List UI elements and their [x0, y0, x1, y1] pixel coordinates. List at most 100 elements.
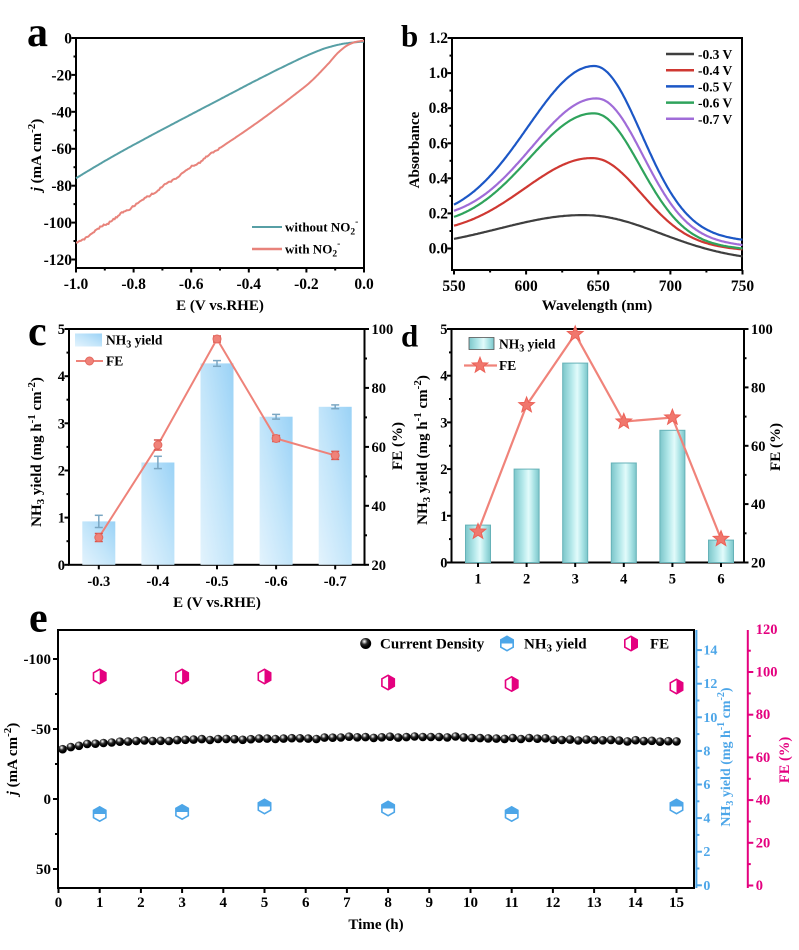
svg-text:-0.3 V: -0.3 V [698, 47, 733, 62]
svg-text:2: 2 [58, 464, 65, 480]
svg-text:c: c [28, 309, 47, 355]
svg-text:FE (%): FE (%) [768, 423, 784, 471]
svg-text:5: 5 [440, 322, 447, 338]
svg-text:Wavelength (nm): Wavelength (nm) [542, 298, 652, 314]
svg-text:40: 40 [751, 497, 766, 513]
svg-text:NH3 yield: NH3 yield [499, 337, 556, 355]
svg-text:0: 0 [64, 31, 72, 48]
svg-text:with NO2-: with NO2- [285, 240, 340, 260]
svg-text:-60: -60 [51, 141, 72, 158]
svg-text:4: 4 [620, 572, 627, 588]
svg-text:4: 4 [220, 895, 228, 911]
svg-text:FE (%): FE (%) [777, 737, 793, 783]
svg-text:0: 0 [44, 792, 52, 808]
svg-text:100: 100 [756, 665, 778, 681]
svg-text:-0.4 V: -0.4 V [698, 63, 733, 78]
svg-text:FE: FE [650, 637, 669, 653]
svg-text:600: 600 [514, 278, 538, 295]
svg-text:6: 6 [302, 895, 310, 911]
svg-text:2: 2 [703, 845, 710, 860]
svg-text:d: d [401, 319, 418, 354]
svg-text:j (mA cm-2): j (mA cm-2) [26, 119, 45, 194]
svg-text:14: 14 [628, 895, 644, 911]
svg-text:FE: FE [499, 358, 516, 373]
svg-text:60: 60 [372, 440, 387, 456]
svg-text:80: 80 [756, 707, 771, 723]
svg-text:-0.4: -0.4 [237, 276, 262, 293]
svg-text:0.0: 0.0 [354, 276, 374, 293]
svg-text:0.8: 0.8 [429, 100, 449, 117]
svg-text:80: 80 [751, 380, 766, 396]
svg-text:10: 10 [703, 711, 717, 726]
svg-text:650: 650 [587, 278, 611, 295]
svg-text:1: 1 [58, 511, 65, 527]
svg-text:700: 700 [659, 278, 683, 295]
svg-text:0: 0 [703, 879, 710, 894]
svg-text:20: 20 [372, 558, 387, 574]
svg-text:-20: -20 [51, 67, 72, 84]
svg-text:FE (%): FE (%) [390, 422, 406, 470]
svg-text:without NO2-: without NO2- [285, 218, 358, 238]
svg-text:80: 80 [372, 381, 387, 397]
svg-text:-0.6: -0.6 [265, 574, 288, 590]
svg-text:750: 750 [731, 278, 755, 295]
svg-text:0.0: 0.0 [429, 241, 449, 258]
svg-text:4: 4 [58, 369, 65, 385]
svg-text:5: 5 [261, 895, 269, 911]
svg-text:-1.0: -1.0 [64, 276, 89, 293]
svg-text:1: 1 [474, 572, 481, 588]
svg-text:4: 4 [440, 369, 447, 385]
svg-text:-0.6 V: -0.6 V [698, 96, 733, 111]
svg-text:FE: FE [106, 354, 123, 369]
svg-text:13: 13 [587, 895, 602, 911]
svg-text:0: 0 [58, 558, 65, 574]
svg-text:15: 15 [669, 895, 684, 911]
svg-text:E (V vs.RHE): E (V vs.RHE) [173, 595, 261, 611]
svg-text:-0.2: -0.2 [294, 276, 319, 293]
svg-text:-100: -100 [24, 652, 52, 668]
svg-text:j (mA cm-2): j (mA cm-2) [2, 723, 21, 798]
svg-text:-0.3: -0.3 [87, 574, 110, 590]
svg-text:60: 60 [756, 750, 771, 766]
svg-text:8: 8 [703, 744, 710, 759]
svg-text:e: e [29, 596, 48, 642]
svg-text:1.2: 1.2 [429, 30, 449, 47]
svg-text:14: 14 [703, 644, 717, 659]
svg-text:7: 7 [343, 895, 351, 911]
svg-text:0.6: 0.6 [429, 135, 449, 152]
svg-text:E (V vs.RHE): E (V vs.RHE) [176, 298, 264, 314]
svg-text:20: 20 [751, 556, 766, 572]
svg-text:a: a [27, 10, 48, 56]
svg-text:NH3 yield: NH3 yield [106, 333, 163, 351]
svg-text:1: 1 [440, 509, 447, 525]
svg-text:NH3 yield: NH3 yield [524, 637, 587, 655]
svg-text:100: 100 [751, 322, 773, 338]
svg-text:0: 0 [756, 878, 763, 894]
svg-text:6: 6 [703, 778, 710, 793]
svg-text:5: 5 [58, 322, 65, 338]
svg-text:Time (h): Time (h) [348, 917, 403, 933]
svg-text:1: 1 [96, 895, 104, 911]
svg-text:60: 60 [751, 439, 766, 455]
svg-text:3: 3 [440, 415, 447, 431]
svg-text:NH3 yield (mg h-1 cm-2): NH3 yield (mg h-1 cm-2) [716, 687, 736, 826]
svg-text:-50: -50 [31, 722, 51, 738]
svg-text:0.2: 0.2 [429, 205, 449, 222]
svg-text:10: 10 [463, 895, 478, 911]
svg-text:4: 4 [703, 812, 710, 827]
svg-text:6: 6 [717, 572, 724, 588]
svg-text:100: 100 [372, 322, 394, 338]
svg-text:0: 0 [55, 895, 63, 911]
svg-text:1.0: 1.0 [429, 65, 449, 82]
svg-text:-0.7 V: -0.7 V [698, 112, 733, 127]
svg-text:Absorbance: Absorbance [407, 111, 423, 188]
svg-text:2: 2 [523, 572, 530, 588]
svg-text:-0.5: -0.5 [206, 574, 229, 590]
svg-text:40: 40 [756, 793, 771, 809]
svg-text:-0.8: -0.8 [121, 276, 146, 293]
svg-text:-100: -100 [44, 215, 73, 232]
svg-text:3: 3 [572, 572, 579, 588]
svg-text:Current Density: Current Density [380, 637, 485, 653]
svg-text:9: 9 [426, 895, 434, 911]
svg-text:12: 12 [703, 677, 717, 692]
